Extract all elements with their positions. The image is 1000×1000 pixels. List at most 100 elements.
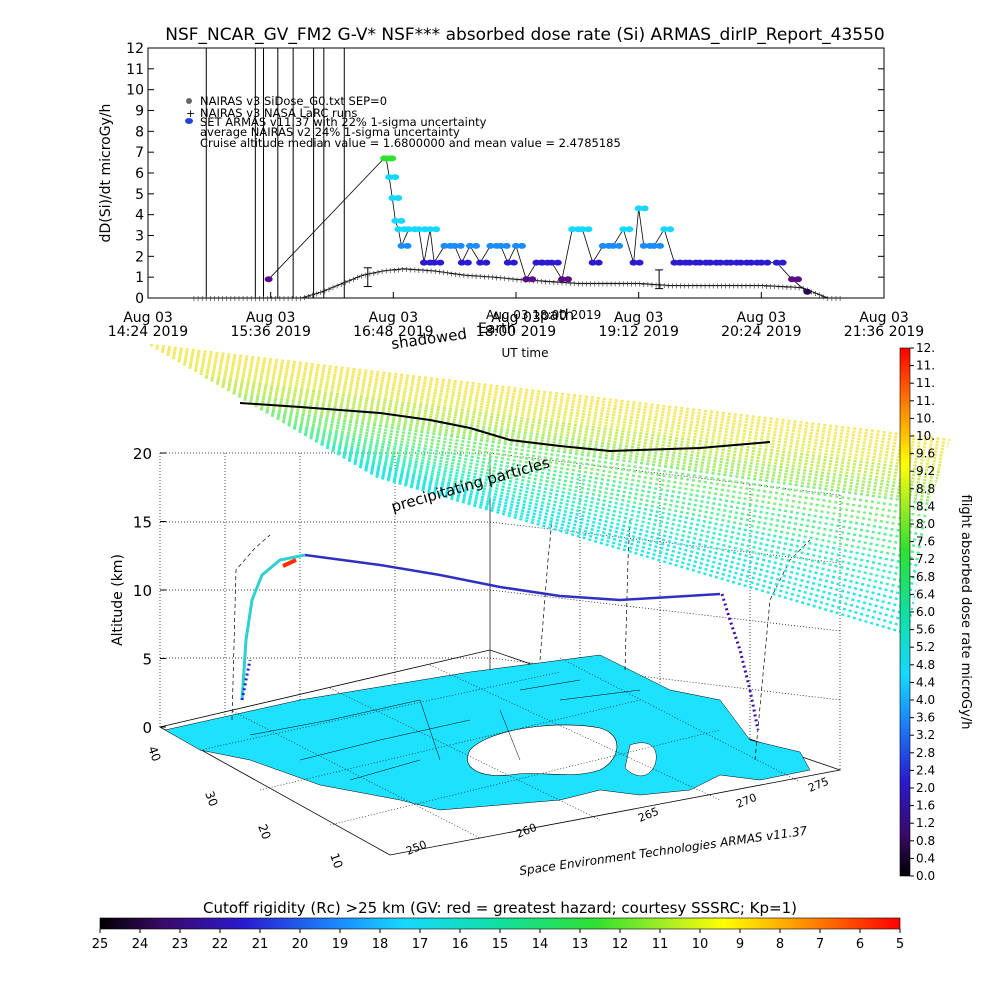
armas-point — [568, 226, 577, 233]
nasa-larc-point: + — [227, 294, 234, 303]
nasa-larc-point: + — [677, 282, 684, 291]
nasa-larc-point: + — [587, 279, 594, 288]
particle-row — [342, 455, 916, 599]
legend-marker-armas — [185, 118, 193, 124]
y-tick-label: 0 — [135, 291, 144, 307]
dose-colorbar-ticks: 0.0 0.4 0.8 1.2 1.6 2.0 2.4 2.8 3.2 3.6 4.0 4.4 4.8 5… — [910, 341, 935, 883]
nasa-larc-point: + — [248, 294, 255, 303]
particle-row — [155, 347, 950, 445]
nasa-larc-point: + — [358, 272, 365, 281]
nasa-larc-point: + — [767, 282, 774, 291]
nasa-larc-point: + — [571, 279, 578, 288]
nasa-larc-point: + — [199, 294, 206, 303]
dose-tick-label: 6.8 — [916, 570, 935, 584]
particle-row — [303, 433, 923, 555]
nasa-larc-point: + — [657, 281, 664, 290]
y-tick-label: 1 — [135, 270, 144, 286]
dose-tick-label: 0.0 — [916, 869, 935, 883]
armas-point — [537, 259, 546, 266]
z-tick-label: 10 — [133, 582, 152, 600]
wall-grid — [159, 452, 841, 770]
nasa-larc-point: + — [685, 282, 692, 291]
nasa-larc-point: + — [277, 294, 284, 303]
nasa-larc-point: + — [595, 279, 602, 288]
nasa-larc-point: + — [379, 267, 386, 276]
particle-row — [248, 401, 933, 499]
armas-point — [472, 242, 480, 249]
nasa-larc-point: + — [215, 294, 222, 303]
legend-entry-uncertainty: average NAIRAS v2 24% 1-sigma uncertaint… — [200, 125, 460, 139]
particle-row — [160, 350, 949, 448]
armas-point — [528, 276, 537, 283]
armas-point — [388, 195, 397, 201]
nasa-larc-point: + — [714, 282, 721, 291]
dose-tick-label: 8.8 — [916, 482, 935, 496]
nasa-larc-point: + — [465, 271, 472, 280]
nasa-larc-point: + — [297, 294, 304, 303]
particle-row — [364, 468, 912, 623]
nasa-larc-point: + — [305, 292, 312, 301]
nasa-larc-point: + — [575, 279, 582, 288]
nasa-larc-point: + — [628, 279, 635, 288]
armas-point — [394, 226, 403, 233]
armas-point — [598, 242, 607, 249]
nasa-larc-point: + — [538, 277, 545, 286]
y-tick-label: 4 — [135, 208, 144, 224]
nasa-larc-point: + — [424, 266, 431, 275]
nasa-larc-point: + — [788, 283, 795, 292]
particle-row — [226, 388, 937, 486]
latitude-ticks: 40 30 20 10 — [145, 744, 345, 870]
armas-point — [450, 242, 459, 249]
x-tick-date: Aug 03 — [859, 310, 909, 326]
dose-colorbar: 0.0 0.4 0.8 1.2 1.6 2.0 2.4 2.8 3.2 3.6 4.0 4.4 4.8 5… — [899, 341, 973, 883]
dose-tick-label: 11. — [916, 359, 935, 373]
armas-point — [391, 174, 400, 181]
nasa-larc-point: + — [211, 294, 218, 303]
armas-point — [397, 242, 406, 249]
nasa-larc-point: + — [567, 279, 574, 288]
nasa-larc-point: + — [354, 273, 361, 282]
figure-title: NSF_NCAR_GV_FM2 G-V* NSF*** absorbed dos… — [165, 25, 884, 45]
rc-tick-label: 16 — [452, 937, 469, 952]
nasa-larc-point: + — [542, 277, 549, 286]
armas-point — [440, 242, 449, 249]
dose-tick-label: 4.4 — [916, 675, 935, 689]
annotation-earth: Earth — [478, 321, 516, 337]
dose-tick-label: 7.6 — [916, 535, 935, 549]
y-tick-label: 12 — [126, 41, 144, 57]
nasa-larc-point: + — [399, 265, 406, 274]
nasa-larc-point: + — [604, 279, 611, 288]
nasa-larc-line — [178, 268, 854, 299]
altitude-3d-panel: shadowed Earth path Aug 03 18:00 2019 pr… — [110, 306, 951, 878]
legend-marker-larc: + — [186, 107, 195, 120]
nasa-larc-point: + — [301, 293, 308, 302]
nasa-larc-point: + — [232, 294, 239, 303]
nasa-larc-point: + — [505, 275, 512, 284]
nasa-larc-point: + — [432, 267, 439, 276]
z-tick-label: 15 — [133, 514, 152, 532]
dose-tick-label: 4.0 — [916, 693, 935, 707]
nasa-larc-point: + — [665, 281, 672, 290]
nasa-larc-point: + — [600, 279, 607, 288]
z-tick-label: 0 — [142, 719, 152, 737]
armas-point — [584, 226, 593, 233]
rc-tick-label: 15 — [492, 937, 509, 952]
nasa-larc-point: + — [362, 270, 369, 279]
x-tick-time: 14:24 2019 — [108, 324, 188, 340]
armas-point — [619, 226, 628, 233]
rc-tick-label: 7 — [816, 937, 824, 952]
rc-tick-label: 12 — [612, 937, 629, 952]
rc-tick-label: 24 — [132, 937, 149, 952]
precipitating-particles-field — [149, 343, 951, 636]
particle-row — [281, 420, 927, 530]
nasa-larc-point: + — [759, 282, 766, 291]
nasa-larc-point: + — [645, 280, 652, 289]
armas-point — [432, 226, 441, 233]
particle-row — [204, 375, 941, 474]
armas-point — [666, 226, 675, 233]
nasa-larc-point: + — [448, 269, 455, 278]
dose-tick-label: 6.4 — [916, 587, 935, 601]
armas-point — [522, 276, 531, 283]
nasa-larc-point: + — [792, 283, 799, 292]
